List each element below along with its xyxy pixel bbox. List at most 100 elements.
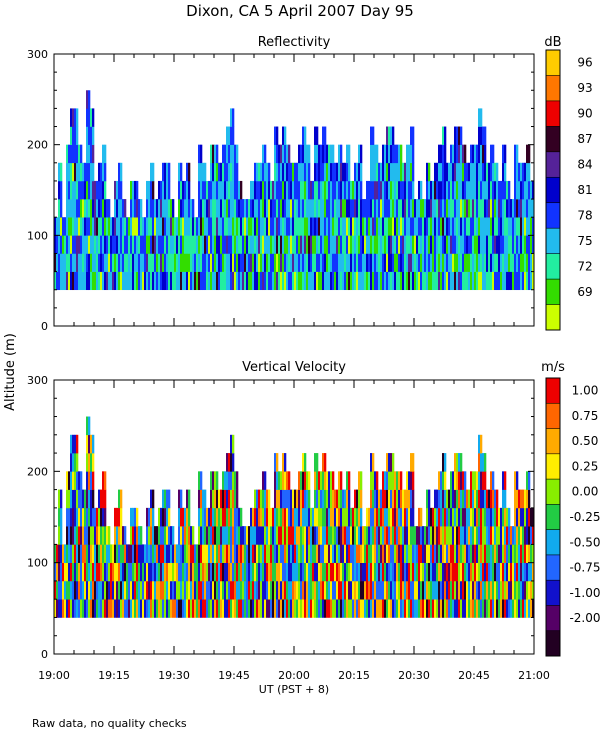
- data-cell: [442, 471, 445, 490]
- data-cell: [468, 562, 471, 582]
- data-cell: [300, 526, 303, 545]
- data-cell: [420, 544, 423, 563]
- data-cell: [142, 253, 145, 272]
- data-cell: [326, 544, 329, 563]
- data-cell: [154, 580, 157, 600]
- data-cell: [458, 507, 461, 527]
- data-cell: [90, 526, 93, 545]
- data-cell: [180, 180, 183, 200]
- data-cell: [116, 199, 119, 218]
- data-cell: [152, 217, 155, 236]
- data-cell: [332, 471, 335, 490]
- data-cell: [212, 253, 215, 272]
- data-cell: [402, 271, 405, 291]
- data-cell: [288, 562, 291, 582]
- data-cell: [264, 162, 267, 182]
- data-cell: [234, 235, 237, 254]
- data-cell: [338, 471, 341, 490]
- data-cell: [110, 253, 113, 272]
- data-cell: [274, 471, 277, 490]
- data-cell: [258, 162, 261, 182]
- data-cell: [324, 162, 327, 182]
- data-cell: [372, 180, 375, 200]
- data-cell: [90, 126, 93, 145]
- data-cell: [182, 544, 185, 563]
- data-cell: [506, 271, 509, 291]
- data-cell: [448, 489, 451, 509]
- data-cell: [172, 544, 175, 563]
- data-cell: [396, 489, 399, 509]
- velocity-plot-area: [54, 416, 535, 618]
- data-cell: [366, 526, 369, 545]
- data-cell: [222, 489, 225, 509]
- data-cell: [186, 199, 189, 218]
- data-cell: [306, 199, 309, 218]
- data-cell: [282, 544, 285, 563]
- data-cell: [320, 544, 323, 563]
- data-cell: [294, 235, 297, 254]
- data-cell: [212, 507, 215, 527]
- data-cell: [214, 235, 217, 254]
- data-cell: [70, 253, 73, 272]
- data-cell: [526, 217, 529, 236]
- data-cell: [328, 180, 331, 200]
- data-cell: [340, 253, 343, 272]
- data-cell: [340, 471, 343, 490]
- data-cell: [526, 544, 529, 563]
- data-cell: [444, 217, 447, 236]
- data-cell: [136, 253, 139, 272]
- data-cell: [450, 271, 453, 291]
- data-cell: [346, 253, 349, 272]
- data-cell: [476, 271, 479, 291]
- data-cell: [74, 453, 77, 472]
- data-cell: [118, 599, 121, 618]
- data-cell: [244, 599, 247, 618]
- data-cell: [248, 199, 251, 218]
- data-cell: [98, 217, 101, 236]
- data-cell: [484, 489, 487, 509]
- data-cell: [156, 580, 159, 600]
- data-cell: [524, 526, 527, 545]
- data-cell: [262, 599, 265, 618]
- data-cell: [454, 599, 457, 618]
- data-cell: [56, 235, 59, 254]
- data-cell: [278, 526, 281, 545]
- data-cell: [328, 253, 331, 272]
- data-cell: [470, 180, 473, 200]
- data-cell: [482, 562, 485, 582]
- data-cell: [378, 253, 381, 272]
- data-cell: [316, 253, 319, 272]
- data-cell: [438, 162, 441, 182]
- data-cell: [196, 580, 199, 600]
- data-cell: [496, 562, 499, 582]
- data-cell: [312, 562, 315, 582]
- data-cell: [454, 544, 457, 563]
- data-cell: [294, 544, 297, 563]
- data-cell: [84, 580, 87, 600]
- data-cell: [392, 199, 395, 218]
- data-cell: [494, 544, 497, 563]
- data-cell: [210, 217, 213, 236]
- data-cell: [262, 271, 265, 291]
- data-cell: [162, 199, 165, 218]
- data-cell: [102, 580, 105, 600]
- data-cell: [198, 162, 201, 182]
- data-cell: [394, 144, 397, 164]
- data-cell: [302, 507, 305, 527]
- data-cell: [256, 580, 259, 600]
- data-cell: [394, 599, 397, 618]
- data-cell: [86, 199, 89, 218]
- data-cell: [522, 562, 525, 582]
- data-cell: [498, 562, 501, 582]
- data-cell: [446, 271, 449, 291]
- data-cell: [100, 162, 103, 182]
- data-cell: [476, 489, 479, 509]
- data-cell: [64, 580, 67, 600]
- data-cell: [226, 217, 229, 236]
- data-cell: [274, 235, 277, 254]
- data-cell: [100, 489, 103, 509]
- colorbar-swatch: [546, 279, 560, 305]
- data-cell: [404, 599, 407, 618]
- data-cell: [428, 162, 431, 182]
- data-cell: [328, 162, 331, 182]
